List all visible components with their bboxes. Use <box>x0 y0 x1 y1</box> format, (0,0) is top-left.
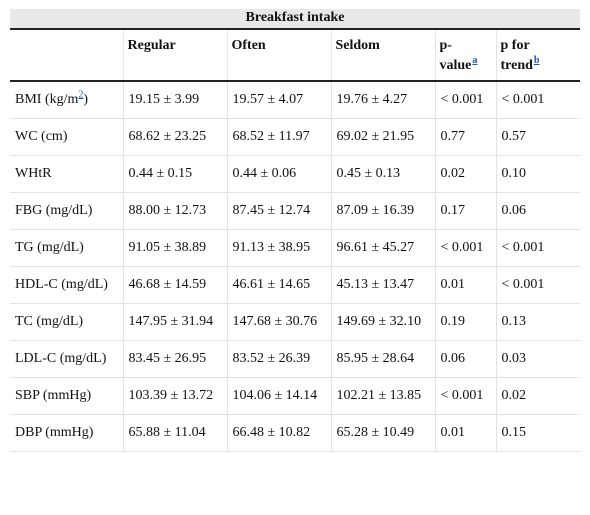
cell-ptrend: 0.06 <box>496 192 581 230</box>
table-row: DBP (mmHg) 65.88 ± 11.04 66.48 ± 10.82 6… <box>10 414 581 452</box>
cell-pvalue: 0.01 <box>435 266 497 304</box>
cell-seldom: 149.69 ± 32.10 <box>331 303 436 341</box>
cell-regular: 68.62 ± 23.25 <box>123 118 228 156</box>
cell-regular: 88.00 ± 12.73 <box>123 192 228 230</box>
cell-regular: 46.68 ± 14.59 <box>123 266 228 304</box>
table-row: WC (cm) 68.62 ± 23.25 68.52 ± 11.97 69.0… <box>10 118 581 156</box>
table-row: SBP (mmHg) 103.39 ± 13.72 104.06 ± 14.14… <box>10 377 581 415</box>
cell-ptrend: 0.57 <box>496 118 581 156</box>
cell-regular: 103.39 ± 13.72 <box>123 377 228 415</box>
cell-seldom: 96.61 ± 45.27 <box>331 229 436 267</box>
header-regular: Regular <box>123 29 228 82</box>
row-label-end: ) <box>83 92 89 107</box>
cell-seldom: 87.09 ± 16.39 <box>331 192 436 230</box>
cell-seldom: 102.21 ± 13.85 <box>331 377 436 415</box>
cell-ptrend: 0.03 <box>496 340 581 378</box>
breakfast-table-container: Breakfast intake Regular Often Seldom p-… <box>10 9 581 452</box>
header-often: Often <box>227 29 332 82</box>
row-label: FBG (mg/dL) <box>10 192 124 230</box>
cell-often: 147.68 ± 30.76 <box>227 303 332 341</box>
cell-pvalue: < 0.001 <box>435 229 497 267</box>
cell-ptrend: < 0.001 <box>496 229 581 267</box>
group-header: Breakfast intake <box>10 9 581 30</box>
header-pvalue-line1: p- <box>439 38 452 53</box>
cell-often: 91.13 ± 38.95 <box>227 229 332 267</box>
cell-regular: 65.88 ± 11.04 <box>123 414 228 452</box>
group-header-row: Breakfast intake <box>10 9 581 30</box>
header-pvalue-line2: value <box>439 58 472 73</box>
row-label: TG (mg/dL) <box>10 229 124 267</box>
cell-pvalue: 0.02 <box>435 155 497 193</box>
breakfast-intake-table: Breakfast intake Regular Often Seldom p-… <box>10 9 581 452</box>
header-ptrend-line2: trend <box>500 58 533 73</box>
cell-regular: 147.95 ± 31.94 <box>123 303 228 341</box>
footnote-link-b[interactable]: b <box>533 55 540 67</box>
cell-pvalue: 0.19 <box>435 303 497 341</box>
row-label: BMI (kg/m2) <box>10 81 124 119</box>
cell-regular: 0.44 ± 0.15 <box>123 155 228 193</box>
cell-pvalue: 0.01 <box>435 414 497 452</box>
cell-often: 83.52 ± 26.39 <box>227 340 332 378</box>
table-row: WHtR 0.44 ± 0.15 0.44 ± 0.06 0.45 ± 0.13… <box>10 155 581 193</box>
row-label: DBP (mmHg) <box>10 414 124 452</box>
row-label: LDL-C (mg/dL) <box>10 340 124 378</box>
row-label: TC (mg/dL) <box>10 303 124 341</box>
column-header-row: Regular Often Seldom p-valuea p for trend… <box>10 29 581 82</box>
header-pvalue: p-valuea <box>435 29 497 82</box>
cell-often: 0.44 ± 0.06 <box>227 155 332 193</box>
cell-pvalue: 0.17 <box>435 192 497 230</box>
header-ptrend: p for trendb <box>496 29 581 82</box>
table-row: HDL-C (mg/dL) 46.68 ± 14.59 46.61 ± 14.6… <box>10 266 581 304</box>
row-label: WHtR <box>10 155 124 193</box>
header-variable <box>10 29 124 82</box>
cell-often: 19.57 ± 4.07 <box>227 81 332 119</box>
cell-often: 46.61 ± 14.65 <box>227 266 332 304</box>
cell-pvalue: < 0.001 <box>435 81 497 119</box>
cell-often: 104.06 ± 14.14 <box>227 377 332 415</box>
table-row: BMI (kg/m2) 19.15 ± 3.99 19.57 ± 4.07 19… <box>10 81 581 119</box>
cell-often: 66.48 ± 10.82 <box>227 414 332 452</box>
row-label-text: BMI (kg/m <box>15 92 79 107</box>
cell-seldom: 19.76 ± 4.27 <box>331 81 436 119</box>
cell-ptrend: 0.10 <box>496 155 581 193</box>
cell-regular: 19.15 ± 3.99 <box>123 81 228 119</box>
row-label: SBP (mmHg) <box>10 377 124 415</box>
header-seldom: Seldom <box>331 29 436 82</box>
cell-pvalue: < 0.001 <box>435 377 497 415</box>
cell-ptrend: < 0.001 <box>496 81 581 119</box>
cell-seldom: 65.28 ± 10.49 <box>331 414 436 452</box>
cell-ptrend: 0.13 <box>496 303 581 341</box>
table-row: TG (mg/dL) 91.05 ± 38.89 91.13 ± 38.95 9… <box>10 229 581 267</box>
row-label: HDL-C (mg/dL) <box>10 266 124 304</box>
table-row: FBG (mg/dL) 88.00 ± 12.73 87.45 ± 12.74 … <box>10 192 581 230</box>
row-label: WC (cm) <box>10 118 124 156</box>
cell-regular: 91.05 ± 38.89 <box>123 229 228 267</box>
cell-ptrend: 0.02 <box>496 377 581 415</box>
table-row: TC (mg/dL) 147.95 ± 31.94 147.68 ± 30.76… <box>10 303 581 341</box>
cell-seldom: 69.02 ± 21.95 <box>331 118 436 156</box>
cell-seldom: 85.95 ± 28.64 <box>331 340 436 378</box>
superscript-link[interactable]: 2 <box>78 89 84 101</box>
cell-often: 87.45 ± 12.74 <box>227 192 332 230</box>
cell-ptrend: 0.15 <box>496 414 581 452</box>
cell-pvalue: 0.06 <box>435 340 497 378</box>
header-ptrend-line1: p for <box>500 38 530 53</box>
cell-seldom: 45.13 ± 13.47 <box>331 266 436 304</box>
cell-regular: 83.45 ± 26.95 <box>123 340 228 378</box>
cell-often: 68.52 ± 11.97 <box>227 118 332 156</box>
table-row: LDL-C (mg/dL) 83.45 ± 26.95 83.52 ± 26.3… <box>10 340 581 378</box>
cell-seldom: 0.45 ± 0.13 <box>331 155 436 193</box>
cell-pvalue: 0.77 <box>435 118 497 156</box>
cell-ptrend: < 0.001 <box>496 266 581 304</box>
footnote-link-a[interactable]: a <box>472 55 478 67</box>
